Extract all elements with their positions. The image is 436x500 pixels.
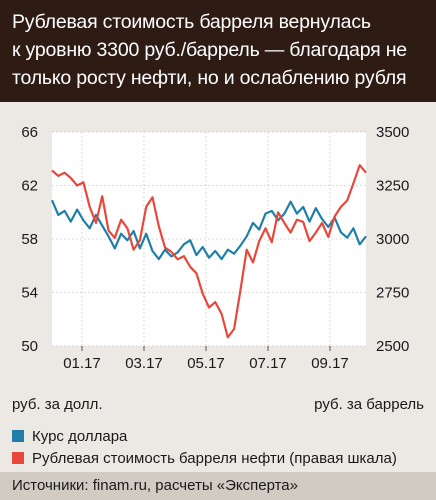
title-line-2: к уровню 3300 руб./баррель — благодаря н… xyxy=(12,39,407,61)
x-tick-label: 03.17 xyxy=(125,355,163,372)
legend-swatch-usd xyxy=(12,430,24,442)
left-tick-label: 62 xyxy=(21,178,38,195)
series-lines xyxy=(50,164,367,339)
chart-plot: 66 62 58 54 50 3500 3250 3000 2750 2500 01.17 03.… xyxy=(12,124,424,413)
source-footer: Источники: finam.ru, расчеты «Эксперта» xyxy=(0,472,436,500)
right-tick-label: 2750 xyxy=(376,285,409,302)
title-line-3: только росту нефти, но и ослаблению рубл… xyxy=(12,67,407,89)
right-tick-label: 3500 xyxy=(376,124,409,141)
x-axis-labels: 01.17 03.17 05.17 07.17 09.17 xyxy=(63,355,349,372)
x-tick-label: 01.17 xyxy=(63,355,101,372)
legend: Курс доллара Рублевая стоимость барреля … xyxy=(12,425,397,469)
left-tick-label: 66 xyxy=(21,124,38,141)
x-tick-label: 09.17 xyxy=(311,355,349,372)
x-axis-ticks xyxy=(81,346,331,351)
legend-swatch-oil xyxy=(12,452,24,464)
grid-lines xyxy=(52,131,366,347)
legend-item-oil: Рублевая стоимость барреля нефти (правая… xyxy=(12,447,397,469)
x-tick-label: 05.17 xyxy=(187,355,225,372)
source-text: Источники: finam.ru, расчеты «Эксперта» xyxy=(12,477,298,494)
right-axis-ticks: 3500 3250 3000 2750 2500 xyxy=(376,124,409,355)
legend-label-oil: Рублевая стоимость барреля нефти (правая… xyxy=(32,449,397,467)
legend-label-usd: Курс доллара xyxy=(32,427,128,445)
x-tick-label: 07.17 xyxy=(249,355,287,372)
left-tick-label: 58 xyxy=(21,231,38,248)
right-tick-label: 3000 xyxy=(376,231,409,248)
left-tick-label: 54 xyxy=(21,285,38,302)
title-line-1: Рублевая стоимость барреля вернулась xyxy=(12,11,371,33)
left-axis-label: руб. за долл. xyxy=(12,396,103,413)
right-axis-label: руб. за баррель xyxy=(314,396,424,413)
left-tick-label: 50 xyxy=(21,338,38,355)
chart-title: Рублевая стоимость барреля вернулась к у… xyxy=(0,0,436,102)
series-line-oil xyxy=(51,164,367,339)
left-axis-ticks: 66 62 58 54 50 xyxy=(21,124,38,355)
legend-item-usd: Курс доллара xyxy=(12,425,397,447)
right-tick-label: 3250 xyxy=(376,178,409,195)
right-tick-label: 2500 xyxy=(376,338,409,355)
series-line-usd xyxy=(50,199,367,261)
